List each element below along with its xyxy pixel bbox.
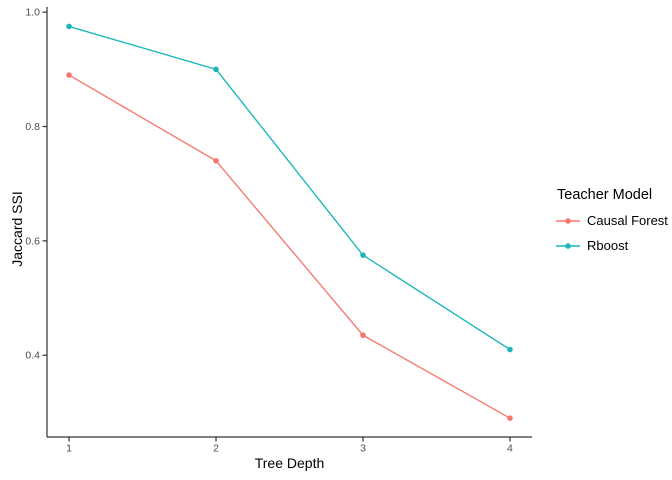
y-tick-label: 0.8 — [25, 121, 40, 133]
legend-key-line-dot-icon — [556, 217, 580, 224]
y-tick-label: 1.0 — [25, 7, 40, 19]
data-point-rboost — [360, 252, 366, 258]
x-tick-label: 3 — [360, 443, 366, 455]
x-axis-title: Tree Depth — [254, 455, 325, 471]
data-point-rboost — [213, 66, 219, 73]
legend: Teacher Model Causal Forest Rboost — [555, 186, 668, 258]
legend-label-causal-forest: Causal Forest — [587, 213, 668, 228]
data-point-rboost — [507, 346, 513, 353]
legend-items: Causal Forest Rboost — [555, 208, 668, 258]
legend-key-line-dot-icon — [556, 242, 580, 249]
y-axis-title: Jaccard SSI — [9, 191, 25, 267]
data-point-rboost — [66, 23, 72, 30]
legend-title: Teacher Model — [557, 187, 653, 203]
series-line-causal-forest — [68, 74, 511, 419]
y-tick-label: 0.4 — [25, 350, 40, 362]
y-tick-label: 0.6 — [25, 235, 40, 247]
data-point-causal-forest — [360, 332, 366, 339]
data-point-causal-forest — [213, 158, 219, 164]
x-tick-label: 1 — [66, 443, 72, 455]
data-point-causal-forest — [507, 415, 513, 421]
legend-item-causal-forest: Causal Forest — [555, 208, 668, 233]
x-tick-label: 2 — [213, 443, 219, 455]
data-point-causal-forest — [66, 72, 72, 78]
series-line-rboost — [68, 25, 511, 351]
legend-label-rboost: Rboost — [587, 238, 629, 253]
x-tick-label: 4 — [507, 443, 513, 455]
legend-item-rboost: Rboost — [555, 233, 668, 258]
